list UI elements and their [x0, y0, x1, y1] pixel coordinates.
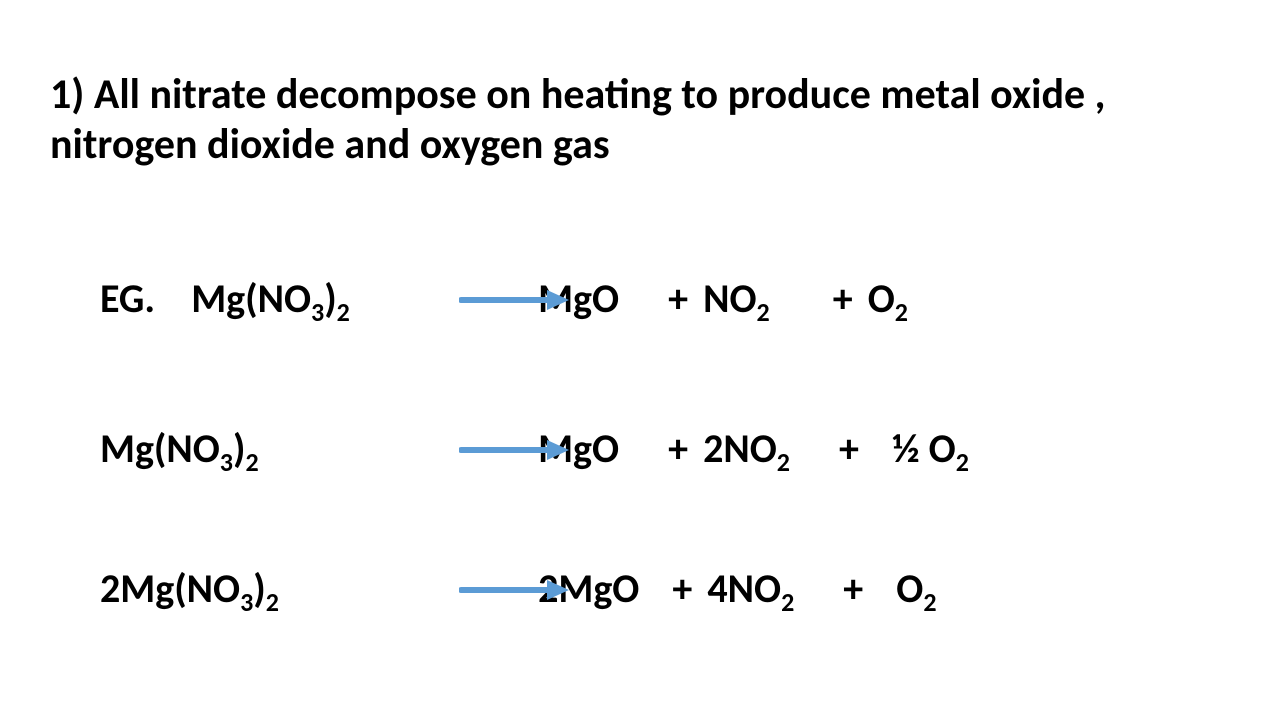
eq2-lhs: Mg(NO3)2	[100, 424, 450, 473]
slide: 1) All nitrate decompose on heating to p…	[0, 0, 1280, 720]
eq3-rhs: 2MgO + 4NO2 + O2	[538, 564, 936, 613]
arrow-icon	[459, 276, 559, 325]
eq1-lhs-formula: Mg(NO3)2	[191, 274, 350, 323]
eq3-lhs-formula: 2Mg(NO3)2	[100, 564, 279, 613]
arrow-icon	[459, 426, 559, 475]
eq3-term3: O2	[896, 564, 936, 613]
eq1-term2: NO2	[703, 274, 770, 323]
equation-1: EG. Mg(NO3)2 MgO + NO2 + O2	[100, 270, 1220, 323]
eq1-rhs: MgO + NO2 + O2	[538, 274, 908, 323]
eq1-prefix: EG.	[100, 274, 155, 323]
eq2-term2: 2NO2	[703, 424, 790, 473]
equation-2: Mg(NO3)2 MgO + 2NO2 + ½ O2	[100, 420, 1220, 473]
eq2-term3: ½ O2	[892, 424, 969, 473]
eq2-lhs-formula: Mg(NO3)2	[100, 424, 259, 473]
eq2-rhs: MgO + 2NO2 + ½ O2	[538, 424, 969, 473]
eq3-term2: 4NO2	[707, 564, 794, 613]
eq1-term3: O2	[868, 274, 908, 323]
equation-3: 2Mg(NO3)2 2MgO + 4NO2 + O2	[100, 560, 1220, 613]
eq3-lhs: 2Mg(NO3)2	[100, 564, 450, 613]
arrow-icon	[459, 566, 559, 615]
heading-text: 1) All nitrate decompose on heating to p…	[50, 70, 1230, 169]
eq1-lhs: EG. Mg(NO3)2	[100, 274, 450, 323]
